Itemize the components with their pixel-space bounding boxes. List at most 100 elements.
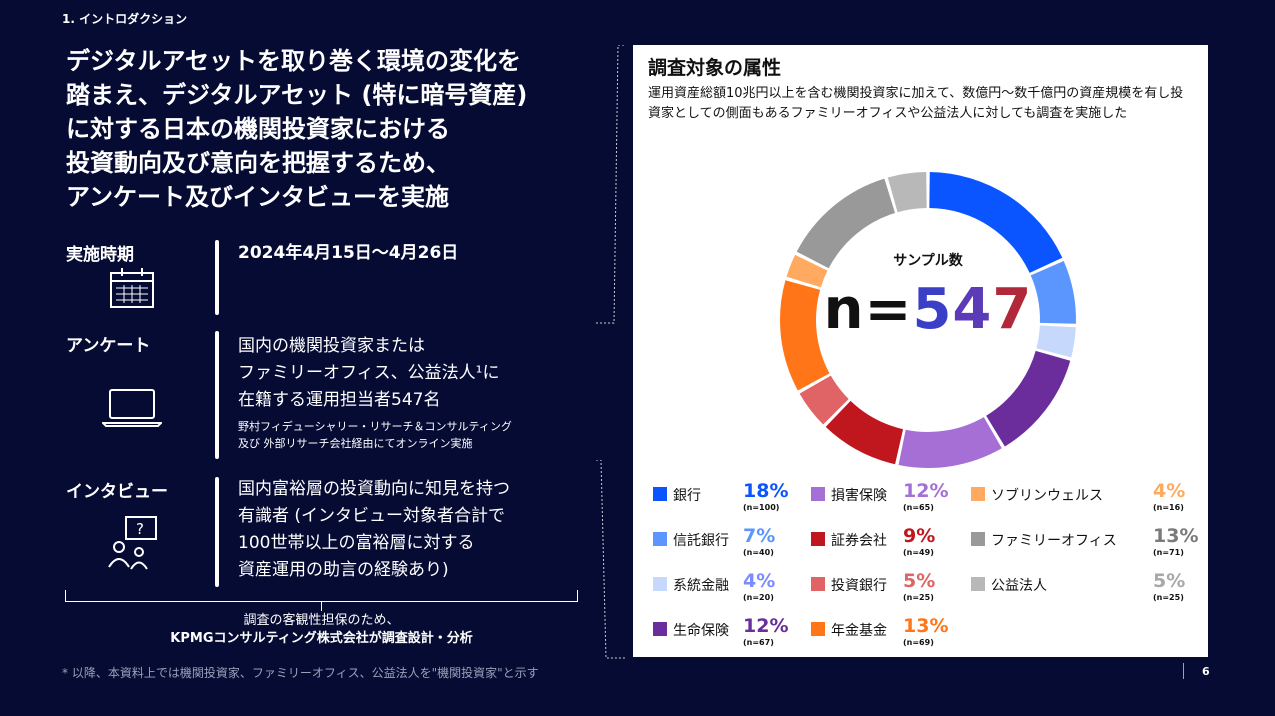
survey-line: 在籍する運用担当者547名 bbox=[238, 390, 441, 410]
donut-segment bbox=[929, 172, 1063, 273]
survey-line: 国内の機関投資家または bbox=[238, 336, 425, 356]
calendar-icon bbox=[110, 268, 154, 308]
count-digit: 5 bbox=[912, 277, 953, 342]
survey-sub: 及び 外部リサーチ会社経由にてオンライン実施 bbox=[238, 437, 473, 450]
donut-segment bbox=[887, 172, 927, 213]
legend-label: 公益法人 bbox=[991, 578, 1047, 594]
legend-n: (n=49) bbox=[903, 548, 934, 557]
interview-line: 100世帯以上の富裕層に対する bbox=[238, 533, 475, 553]
donut-segment bbox=[1030, 260, 1076, 324]
legend-swatch bbox=[971, 532, 985, 546]
legend-label: 投資銀行 bbox=[831, 578, 887, 594]
divider bbox=[215, 240, 219, 315]
legend-n: (n=100) bbox=[743, 503, 780, 512]
laptop-icon bbox=[102, 389, 162, 427]
legend-label: 銀行 bbox=[673, 488, 701, 504]
survey-line: ファミリーオフィス、公益法人¹に bbox=[238, 363, 500, 383]
donut-chart bbox=[780, 172, 1076, 468]
legend-label: 系統金融 bbox=[673, 578, 729, 594]
legend-n: (n=40) bbox=[743, 548, 774, 557]
donut-segment bbox=[825, 400, 904, 465]
headline-line: 投資動向及び意向を把握するため、 bbox=[66, 149, 450, 177]
donut-segment bbox=[786, 254, 828, 288]
sample-panel: 調査対象の属性 運用資産総額10兆円以上を含む機関投資家に加えて、数億円～数千億… bbox=[633, 45, 1208, 657]
legend-swatch bbox=[811, 577, 825, 591]
interview-line: 国内富裕層の投資動向に知見を持つ bbox=[238, 479, 510, 499]
note-line: KPMGコンサルティング株式会社が調査設計・分析 bbox=[170, 631, 473, 646]
legend-label: 証券会社 bbox=[831, 533, 887, 549]
survey-sub: 野村フィデューシャリー・リサーチ＆コンサルティング bbox=[238, 420, 512, 433]
note: 調査の客観性担保のため、 KPMGコンサルティング株式会社が調査設計・分析 bbox=[65, 612, 578, 648]
legend-swatch bbox=[971, 577, 985, 591]
legend-label: ファミリーオフィス bbox=[991, 533, 1117, 549]
survey-label: アンケート bbox=[66, 336, 151, 356]
legend-swatch bbox=[653, 577, 667, 591]
section-label: 1. イントロダクション bbox=[62, 12, 188, 26]
callout-line bbox=[596, 45, 624, 324]
count-value: 547 bbox=[912, 277, 1032, 342]
sample-count: n=547 bbox=[823, 277, 1033, 342]
count-digit: 7 bbox=[992, 277, 1033, 342]
legend-n: (n=16) bbox=[1153, 503, 1184, 512]
legend-percent: 5% bbox=[1153, 570, 1186, 592]
bracket-tick bbox=[321, 601, 322, 611]
interview-line: 資産運用の助言の経験あり) bbox=[238, 560, 449, 580]
divider bbox=[215, 477, 219, 587]
callout-line bbox=[596, 460, 626, 659]
legend-percent: 7% bbox=[743, 525, 776, 547]
page-divider bbox=[1183, 663, 1184, 679]
donut-segment bbox=[898, 417, 1002, 468]
legend-percent: 4% bbox=[1153, 480, 1186, 502]
panel-title: 調査対象の属性 bbox=[648, 57, 782, 79]
legend-n: (n=69) bbox=[903, 638, 934, 647]
legend-n: (n=67) bbox=[743, 638, 774, 647]
legend-label: 生命保険 bbox=[673, 623, 729, 639]
donut-segment bbox=[780, 280, 830, 391]
survey-text: 国内の機関投資家または ファミリーオフィス、公益法人¹に 在籍する運用担当者54… bbox=[238, 333, 512, 452]
legend-label: ソブリンウェルス bbox=[991, 488, 1103, 504]
interview-line: 有識者 (インタビュー対象者合計で bbox=[238, 506, 506, 526]
headline-line: 踏まえ、デジタルアセット (特に暗号資産) bbox=[66, 81, 528, 109]
panel-description: 運用資産総額10兆円以上を含む機関投資家に加えて、数億円～数千億円の資産規模を有… bbox=[648, 86, 1184, 121]
legend-percent: 4% bbox=[743, 570, 776, 592]
legend-n: (n=20) bbox=[743, 593, 774, 602]
legend-swatch bbox=[653, 622, 667, 636]
headline-line: デジタルアセットを取り巻く環境の変化を bbox=[66, 47, 522, 75]
legend-swatch bbox=[811, 487, 825, 501]
legend-swatch bbox=[971, 487, 985, 501]
legend-percent: 5% bbox=[903, 570, 936, 592]
svg-text:?: ? bbox=[136, 520, 144, 538]
legend-percent: 13% bbox=[903, 615, 949, 637]
legend-percent: 9% bbox=[903, 525, 936, 547]
period-value: 2024年4月15日～4月26日 bbox=[238, 243, 459, 263]
donut-segment bbox=[986, 350, 1071, 447]
interview-text: 国内富裕層の投資動向に知見を持つ 有識者 (インタビュー対象者合計で 100世帯… bbox=[238, 476, 510, 584]
legend-n: (n=65) bbox=[903, 503, 934, 512]
legend-percent: 13% bbox=[1153, 525, 1199, 547]
legend-percent: 12% bbox=[903, 480, 949, 502]
legend-swatch bbox=[811, 622, 825, 636]
legend-swatch bbox=[653, 487, 667, 501]
period-label: 実施時期 bbox=[66, 245, 134, 265]
interview-icon: ? bbox=[108, 516, 157, 570]
legend-label: 年金基金 bbox=[831, 623, 887, 639]
headline-line: アンケート及びインタビューを実施 bbox=[66, 183, 450, 211]
count-prefix: n= bbox=[823, 277, 913, 342]
headline: デジタルアセットを取り巻く環境の変化を 踏まえ、デジタルアセット (特に暗号資産… bbox=[66, 44, 606, 214]
page-number: 6 bbox=[1202, 665, 1210, 678]
interview-label: インタビュー bbox=[66, 482, 168, 502]
legend-label: 信託銀行 bbox=[673, 533, 729, 549]
note-line: 調査の客観性担保のため、 bbox=[243, 613, 400, 628]
donut-segment bbox=[1036, 325, 1076, 358]
count-digit: 4 bbox=[952, 277, 993, 342]
legend-percent: 18% bbox=[743, 480, 789, 502]
legend-n: (n=25) bbox=[903, 593, 934, 602]
divider bbox=[215, 331, 219, 459]
legend-n: (n=25) bbox=[1153, 593, 1184, 602]
legend-swatch bbox=[811, 532, 825, 546]
footnote: * 以降、本資料上では機関投資家、ファミリーオフィス、公益法人を"機関投資家"と… bbox=[62, 666, 539, 680]
donut-segment bbox=[796, 178, 895, 269]
legend-swatch bbox=[653, 532, 667, 546]
center-label: サンプル数 bbox=[893, 253, 963, 269]
donut-segment bbox=[799, 375, 849, 425]
